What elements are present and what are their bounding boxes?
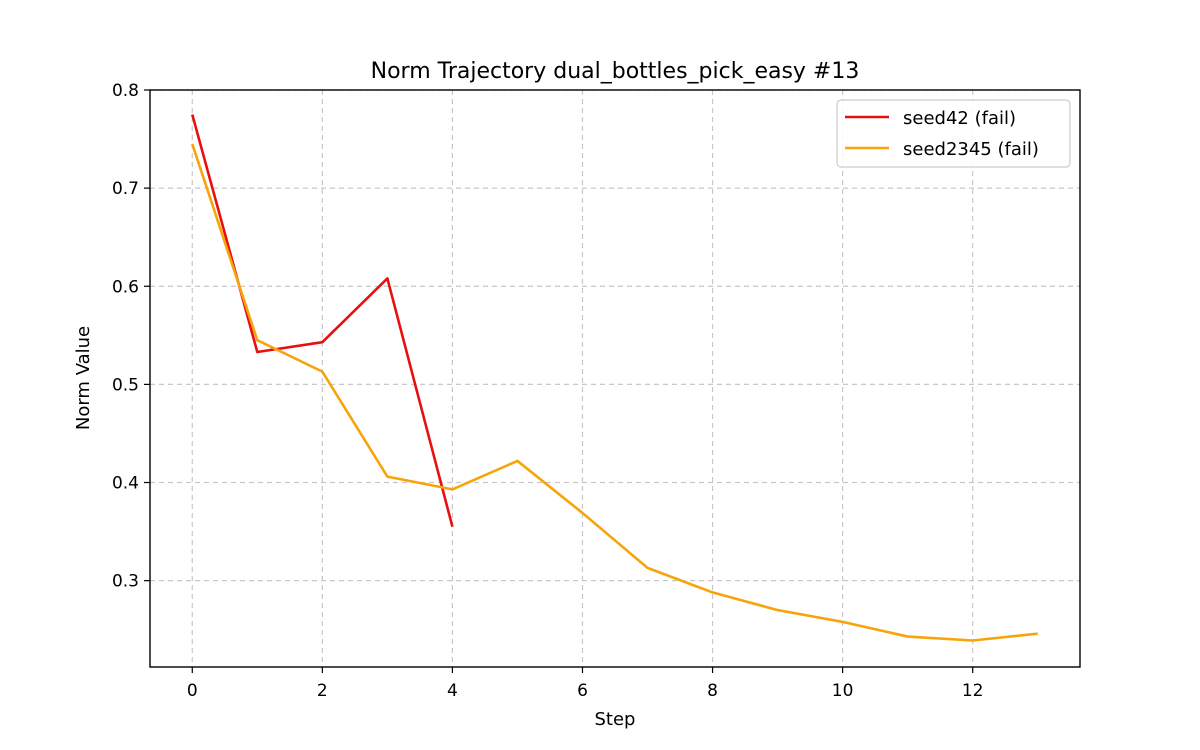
y-tick-label: 0.8 bbox=[112, 81, 139, 101]
x-tick-label: 6 bbox=[577, 681, 588, 701]
x-tick-label: 0 bbox=[187, 681, 198, 701]
grid-lines bbox=[150, 89, 1080, 667]
y-tick-label: 0.5 bbox=[112, 375, 139, 395]
chart-title: Norm Trajectory dual_bottles_pick_easy #… bbox=[371, 59, 860, 84]
y-tick-label: 0.3 bbox=[112, 572, 139, 592]
x-tick-label: 2 bbox=[317, 681, 328, 701]
legend-box bbox=[836, 99, 1071, 168]
y-tick-label: 0.4 bbox=[112, 474, 139, 494]
plot-area-frame bbox=[149, 89, 1081, 668]
legend-label-seed42: seed42 (fail) bbox=[903, 108, 1016, 129]
x-tick-label: 8 bbox=[707, 681, 718, 701]
axis-ticks: 0 2 4 6 8 10 12 0.3 0.4 0.5 0.6 0.7 0.8 bbox=[112, 81, 984, 701]
legend: seed42 (fail) seed2345 (fail) bbox=[836, 99, 1071, 168]
x-tick-label: 10 bbox=[832, 681, 854, 701]
series-lines bbox=[191, 114, 1038, 642]
y-axis-label: Norm Value bbox=[73, 326, 94, 430]
y-tick-label: 0.6 bbox=[112, 277, 139, 297]
legend-label-seed2345: seed2345 (fail) bbox=[903, 139, 1039, 160]
series-line-seed2345 bbox=[191, 143, 1038, 642]
x-axis-label: Step bbox=[595, 709, 636, 730]
x-tick-label: 4 bbox=[447, 681, 458, 701]
x-tick-label: 12 bbox=[962, 681, 984, 701]
y-tick-label: 0.7 bbox=[112, 179, 139, 199]
series-line-seed42 bbox=[191, 114, 454, 528]
